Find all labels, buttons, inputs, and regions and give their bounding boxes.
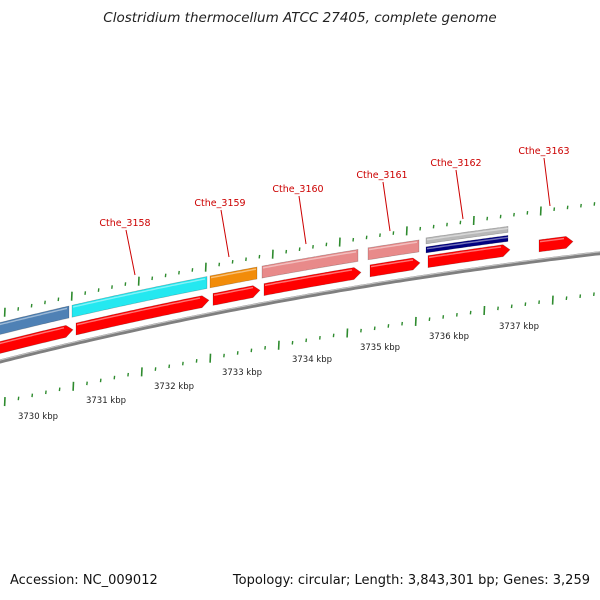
gene-feature-3160 bbox=[261, 249, 359, 279]
genome-summary-text: Topology: circular; Length: 3,843,301 bp… bbox=[232, 573, 590, 588]
cds-feature-1 bbox=[0, 325, 74, 354]
gene-label: Cthe_3162 bbox=[430, 158, 481, 169]
map-title: Clostridium thermocellum ATCC 27405, com… bbox=[103, 10, 497, 26]
gene-feature-3162-grey bbox=[425, 226, 509, 245]
gene-label: Cthe_3160 bbox=[272, 184, 323, 195]
gene-feature-3162-navy-gloss bbox=[426, 236, 509, 250]
cds-feature-3163-gloss bbox=[539, 237, 565, 243]
cds-feature-3160-gloss bbox=[264, 269, 353, 287]
scale-label: 3737 kbp bbox=[499, 322, 539, 332]
gene-feature-3162-navy bbox=[425, 235, 509, 254]
scale-label: 3736 kbp bbox=[429, 332, 469, 342]
gene-feature-3159 bbox=[209, 266, 258, 289]
gene-feature-3158-gloss bbox=[72, 278, 206, 308]
scale-label: 3730 kbp bbox=[18, 412, 58, 422]
gene-leader-line bbox=[543, 157, 551, 207]
cds-feature-3163 bbox=[538, 236, 574, 253]
scale-label: 3733 kbp bbox=[222, 368, 262, 378]
gene-feature-3160-gloss bbox=[262, 251, 357, 269]
gene-leader-line bbox=[382, 181, 391, 232]
gene-labels: Cthe_3158 Cthe_3159 Cthe_3160 Cthe_3161 Cthe… bbox=[99, 146, 570, 276]
backbone-highlight bbox=[0, 251, 600, 361]
cds-feature-3162 bbox=[427, 244, 511, 268]
gene-label: Cthe_3158 bbox=[99, 218, 150, 229]
cds-feature-3158 bbox=[75, 295, 210, 336]
cds-feature-3162-gloss bbox=[428, 246, 502, 259]
cds-feature-3160 bbox=[263, 267, 362, 296]
gene-leader-line bbox=[220, 209, 230, 258]
accession-text: Accession: NC_009012 bbox=[10, 573, 158, 588]
lower-tick-track bbox=[3, 292, 595, 407]
upper-tick-track bbox=[3, 202, 596, 317]
scale-label: 3731 kbp bbox=[86, 396, 126, 406]
gene-feature-3159-gloss bbox=[210, 268, 257, 279]
gene-feature-steelblue-gloss bbox=[0, 307, 68, 326]
gene-leader-line bbox=[455, 169, 464, 220]
gene-label: Cthe_3163 bbox=[518, 146, 569, 157]
gene-feature-3161-gloss bbox=[368, 241, 418, 251]
backbone-line bbox=[0, 251, 600, 364]
cds-feature-1-gloss bbox=[0, 327, 65, 345]
gene-feature-3158 bbox=[71, 276, 208, 318]
cds-track bbox=[0, 236, 574, 354]
cds-feature-3159-gloss bbox=[213, 286, 254, 296]
gene-label: Cthe_3161 bbox=[356, 170, 407, 181]
gene-feature-3161 bbox=[367, 239, 420, 261]
scale-label: 3732 kbp bbox=[154, 382, 194, 392]
gene-feature-3162-grey-gloss bbox=[426, 227, 509, 241]
cds-feature-3161-gloss bbox=[370, 259, 414, 268]
gene-leader-line bbox=[298, 195, 307, 245]
cds-feature-3161 bbox=[369, 257, 421, 278]
scale-label: 3735 kbp bbox=[360, 343, 400, 353]
gene-feature-steelblue bbox=[0, 305, 70, 335]
scale-labels: 3730 kbp 3731 kbp 3732 kbp 3733 kbp 3734 kbp… bbox=[18, 322, 539, 422]
genome-backbone bbox=[0, 251, 600, 364]
gene-label: Cthe_3159 bbox=[194, 198, 245, 209]
feature-track-top bbox=[0, 226, 509, 335]
cds-feature-3158-gloss bbox=[76, 297, 201, 326]
gene-leader-line bbox=[125, 229, 136, 276]
cds-feature-3159 bbox=[212, 285, 261, 306]
scale-label: 3734 kbp bbox=[292, 355, 332, 365]
